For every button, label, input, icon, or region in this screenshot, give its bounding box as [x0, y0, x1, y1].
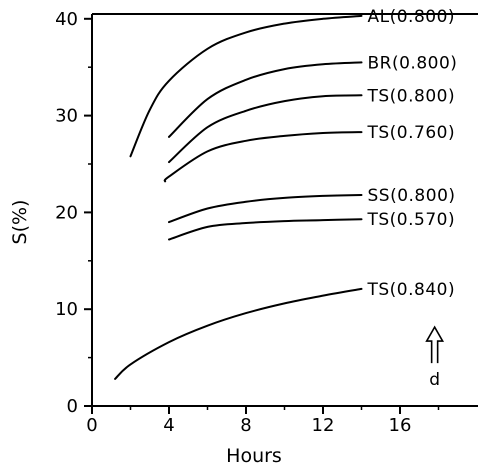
y-tick-label: 30	[55, 106, 78, 127]
series-line-3	[163, 131, 363, 183]
series-label-5: TS(0.570)	[367, 210, 456, 230]
series-line-6	[114, 287, 363, 380]
series-label-1: BR(0.800)	[368, 53, 458, 73]
axes: 0 4 8 12 16 0 10 20 30 40	[55, 9, 440, 436]
series-label-0: AL(0.800)	[368, 7, 456, 27]
series-label-2: TS(0.800)	[367, 86, 456, 106]
annotation-arrow	[425, 325, 445, 364]
series-line-5	[168, 218, 363, 241]
annotation: d	[425, 325, 445, 390]
y-tick-label: 20	[55, 202, 78, 223]
series-line-1	[168, 61, 363, 138]
x-tick-label: 4	[163, 415, 174, 436]
series-label-3: TS(0.760)	[367, 123, 456, 143]
series-line-2	[168, 94, 363, 164]
y-tick-label: 0	[67, 396, 78, 417]
x-tick-label: 12	[312, 415, 335, 436]
series-line-4	[168, 194, 363, 224]
series-group	[114, 14, 363, 380]
series-label-4: SS(0.800)	[368, 186, 456, 206]
x-tick-label: 8	[240, 415, 251, 436]
y-tick-label: 40	[55, 9, 78, 30]
series-label-6: TS(0.840)	[367, 280, 456, 300]
x-axis-title: Hours	[226, 445, 282, 467]
y-tick-label: 10	[55, 299, 78, 320]
series-line-0	[129, 14, 363, 158]
y-axis-title: S(%)	[9, 200, 31, 245]
x-tick-label: 16	[389, 415, 412, 436]
series-labels: AL(0.800) BR(0.800) TS(0.800) TS(0.760) SS(0…	[367, 7, 458, 300]
annotation-label: d	[429, 370, 440, 390]
x-tick-label: 0	[86, 415, 97, 436]
